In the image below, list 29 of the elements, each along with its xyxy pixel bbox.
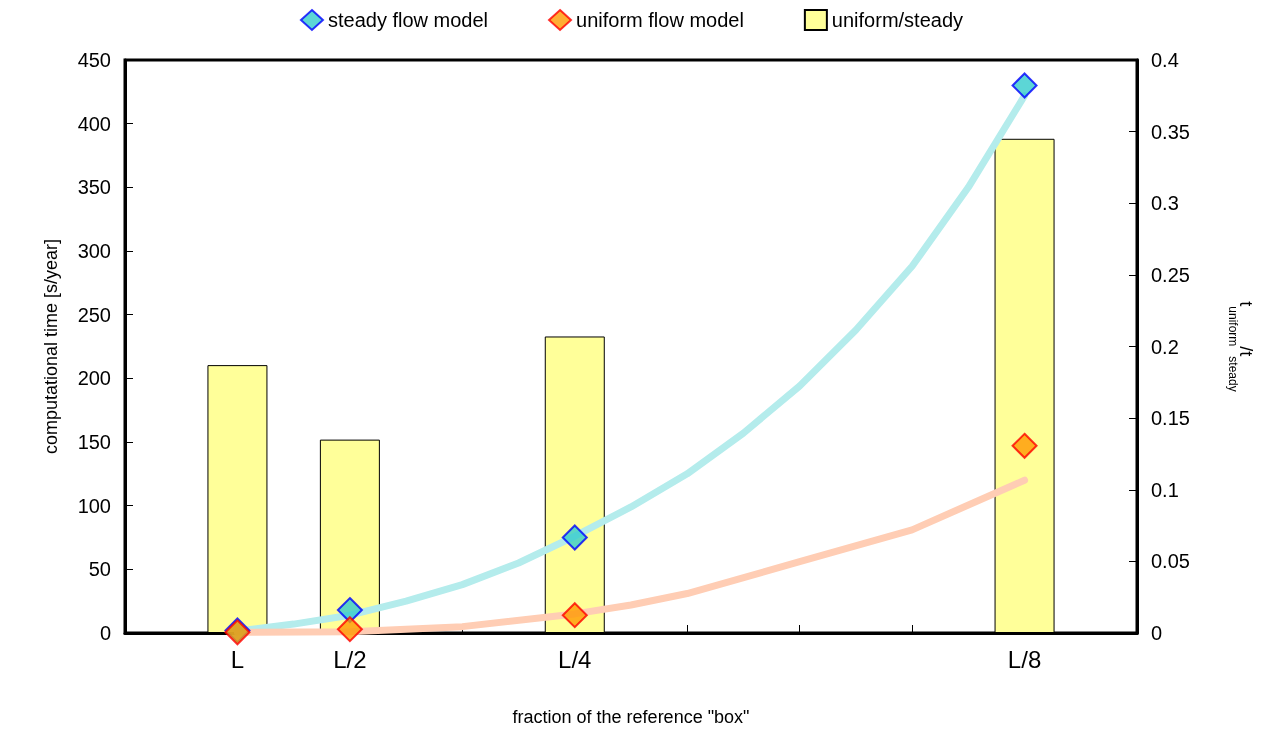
x-tick-label: L/2 [333, 645, 367, 673]
legend-label: uniform flow model [576, 9, 744, 31]
y2-tick-label: 0.35 [1151, 120, 1190, 143]
y-tick-label: 100 [77, 494, 111, 517]
y2-axis-title: tuniform/tsteady [1226, 301, 1256, 392]
y2-tick-label: 0.15 [1151, 407, 1190, 430]
legend-label: uniform/steady [831, 9, 964, 31]
x-axis-title: fraction of the reference "box" [512, 707, 750, 727]
y-tick-label: 0 [99, 622, 111, 644]
y-tick-label: 400 [77, 112, 111, 135]
y-tick-label: 250 [77, 303, 111, 326]
y-tick-label: 350 [77, 176, 111, 199]
y2-tick-label: 0.4 [1151, 49, 1179, 71]
y2-tick-label: 0.25 [1151, 263, 1190, 286]
x-tick-label: L/4 [558, 645, 592, 673]
y2-tick-label: 0.2 [1151, 335, 1179, 358]
y-tick-label: 200 [77, 367, 111, 390]
y-axis-title: computational time [s/year] [41, 238, 61, 455]
y2-tick-label: 0.1 [1151, 478, 1179, 501]
x-tick-label: L/8 [1007, 645, 1042, 673]
x-tick-label: L [230, 645, 245, 673]
legend-label: steady flow model [327, 9, 489, 31]
y-tick-label: 300 [77, 240, 111, 262]
y2-tick-label: 0 [1151, 622, 1163, 644]
y-tick-label: 450 [77, 49, 111, 71]
y2-tick-label: 0.3 [1151, 192, 1179, 215]
y2-tick-label: 0.05 [1151, 550, 1190, 573]
y-tick-label: 50 [88, 558, 111, 581]
y-tick-label: 150 [77, 431, 111, 453]
